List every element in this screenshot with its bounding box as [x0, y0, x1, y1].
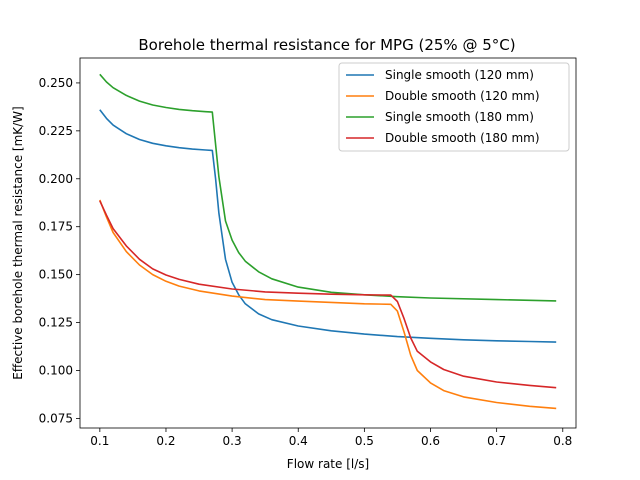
x-tick-label: 0.5 — [355, 434, 374, 448]
legend-box — [338, 62, 570, 152]
y-tick-label: 0.125 — [39, 316, 73, 330]
y-tick-label: 0.150 — [39, 268, 73, 282]
x-tick-label: 0.1 — [90, 434, 109, 448]
legend-entry-3: Single smooth (180 mm) — [385, 110, 534, 124]
x-tick-label: 0.6 — [421, 434, 440, 448]
chart-title: Borehole thermal resistance for MPG (25%… — [138, 36, 515, 54]
y-tick-label: 0.250 — [39, 76, 73, 90]
legend-entry-4: Double smooth (180 mm) — [385, 131, 540, 145]
x-tick-label: 0.4 — [289, 434, 308, 448]
x-tick-label: 0.7 — [487, 434, 506, 448]
y-tick-label: 0.200 — [39, 172, 73, 186]
y-tick-label: 0.100 — [39, 363, 73, 377]
y-axis-label: Effective borehole thermal resistance [m… — [11, 106, 25, 379]
x-tick-label: 0.2 — [156, 434, 175, 448]
y-tick-label: 0.175 — [39, 220, 73, 234]
legend: Single smooth (120 mm) Double smooth (120… — [338, 62, 570, 152]
series-line-4 — [99, 200, 557, 389]
series-line-1 — [99, 109, 557, 343]
x-tick-label: 0.3 — [223, 434, 242, 448]
series-lines — [99, 73, 557, 410]
axes-frame — [79, 57, 577, 429]
x-tick-label: 0.8 — [553, 434, 572, 448]
series-line-2 — [99, 199, 557, 410]
legend-entry-1: Single smooth (120 mm) — [385, 68, 534, 82]
x-axis-label: Flow rate [l/s] — [287, 457, 369, 471]
legend-entry-2: Double smooth (120 mm) — [385, 89, 540, 103]
y-tick-label: 0.225 — [39, 124, 73, 138]
y-axis-ticks: 0.075 0.100 0.125 0.150 0.175 0.200 0.225 0.250 — [39, 76, 80, 425]
x-axis-ticks: 0.1 0.2 0.3 0.4 0.5 0.6 0.7 0.8 — [90, 428, 572, 448]
y-tick-label: 0.075 — [39, 411, 73, 425]
